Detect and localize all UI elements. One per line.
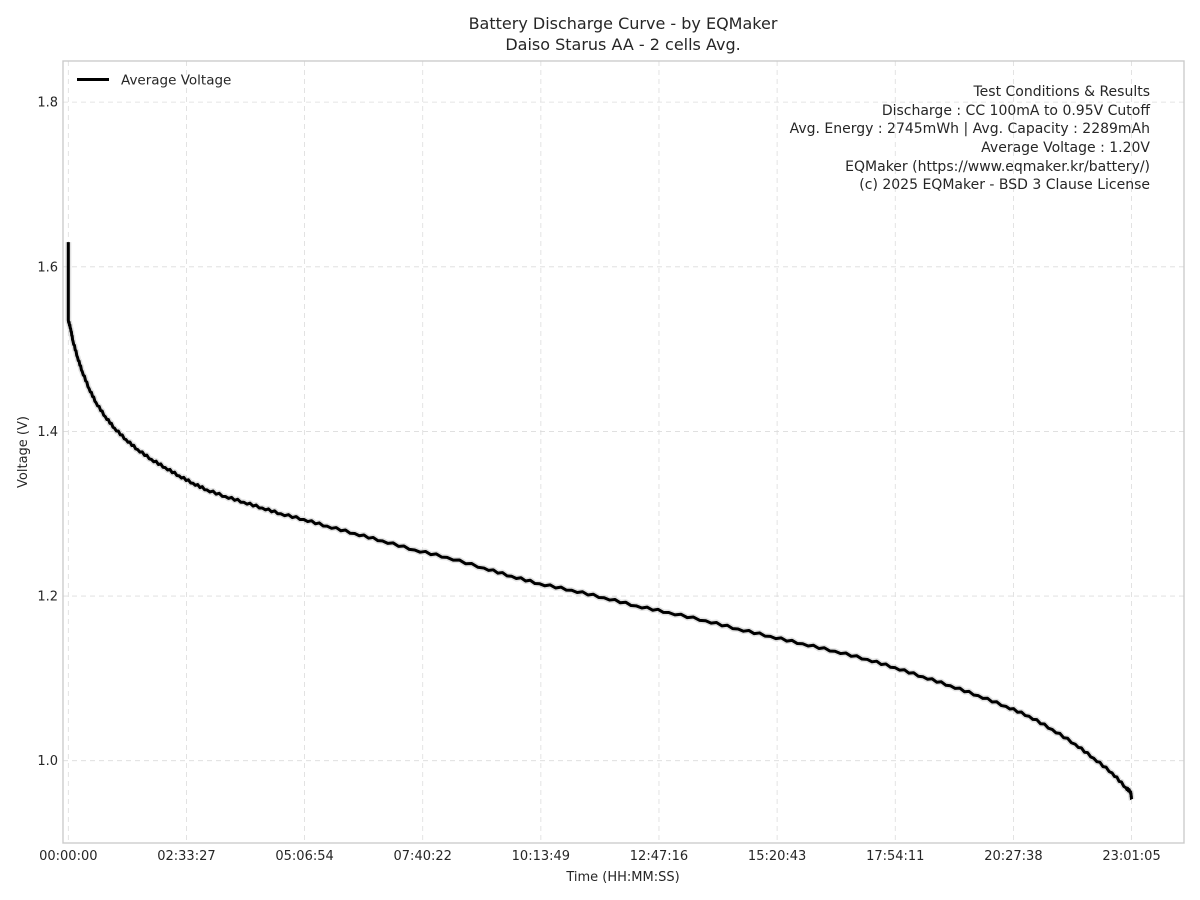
- x-tick-label: 10:13:49: [512, 849, 570, 864]
- y-tick-label: 1.6: [37, 260, 58, 275]
- legend-label-average-voltage: Average Voltage: [121, 73, 231, 89]
- y-tick-label: 1.2: [37, 590, 58, 605]
- plot-area: [62, 60, 1185, 844]
- annotation-line-average-voltage: Average Voltage : 1.20V: [981, 140, 1150, 156]
- y-axis-label: Voltage (V): [16, 416, 31, 488]
- voltage-band: [65, 242, 1135, 803]
- y-tick-label: 1.8: [37, 96, 58, 111]
- test-conditions-annotation: Test Conditions & Results Discharge : CC…: [790, 84, 1151, 193]
- curve-layer: [65, 242, 1135, 803]
- x-tick-label: 17:54:11: [866, 849, 924, 864]
- annotation-line-energy-capacity: Avg. Energy : 2745mWh | Avg. Capacity : …: [790, 121, 1150, 137]
- y-tick-label: 1.4: [37, 425, 58, 440]
- x-axis-ticks: 00:00:00 02:33:27 05:06:54 07:40:22 10:13:49…: [39, 849, 1161, 864]
- chart-subtitle: Daiso Starus AA - 2 cells Avg.: [505, 35, 740, 54]
- y-axis-ticks: 1.0 1.2 1.4 1.6 1.8: [37, 96, 58, 770]
- average-voltage-line: [66, 242, 1133, 801]
- chart-title: Battery Discharge Curve - by EQMaker: [469, 14, 778, 33]
- x-tick-label: 12:47:16: [630, 849, 688, 864]
- x-tick-label: 05:06:54: [275, 849, 333, 864]
- x-tick-label: 15:20:43: [748, 849, 806, 864]
- y-tick-label: 1.0: [37, 754, 58, 769]
- x-tick-label: 02:33:27: [157, 849, 215, 864]
- x-tick-label: 00:00:00: [39, 849, 97, 864]
- x-axis-label: Time (HH:MM:SS): [565, 870, 679, 885]
- x-tick-label: 23:01:05: [1102, 849, 1160, 864]
- legend: Average Voltage: [77, 73, 231, 89]
- grid: [63, 61, 1184, 843]
- annotation-line-title: Test Conditions & Results: [973, 84, 1151, 100]
- annotation-line-license: (c) 2025 EQMaker - BSD 3 Clause License: [859, 177, 1150, 193]
- annotation-line-discharge: Discharge : CC 100mA to 0.95V Cutoff: [882, 103, 1151, 119]
- annotation-line-source: EQMaker (https://www.eqmaker.kr/battery/…: [845, 159, 1150, 175]
- x-tick-label: 20:27:38: [984, 849, 1042, 864]
- x-tick-label: 07:40:22: [394, 849, 452, 864]
